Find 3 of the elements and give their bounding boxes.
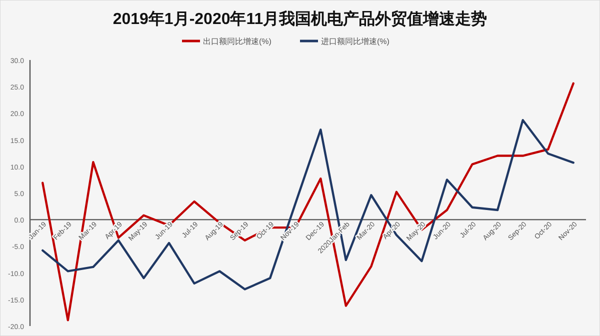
legend-label: 进口额同比增速(%)	[321, 37, 390, 46]
legend-label: 出口额同比增速(%)	[203, 37, 272, 46]
chart-title: 2019年1月-2020年11月我国机电产品外贸值增速走势	[112, 10, 488, 28]
